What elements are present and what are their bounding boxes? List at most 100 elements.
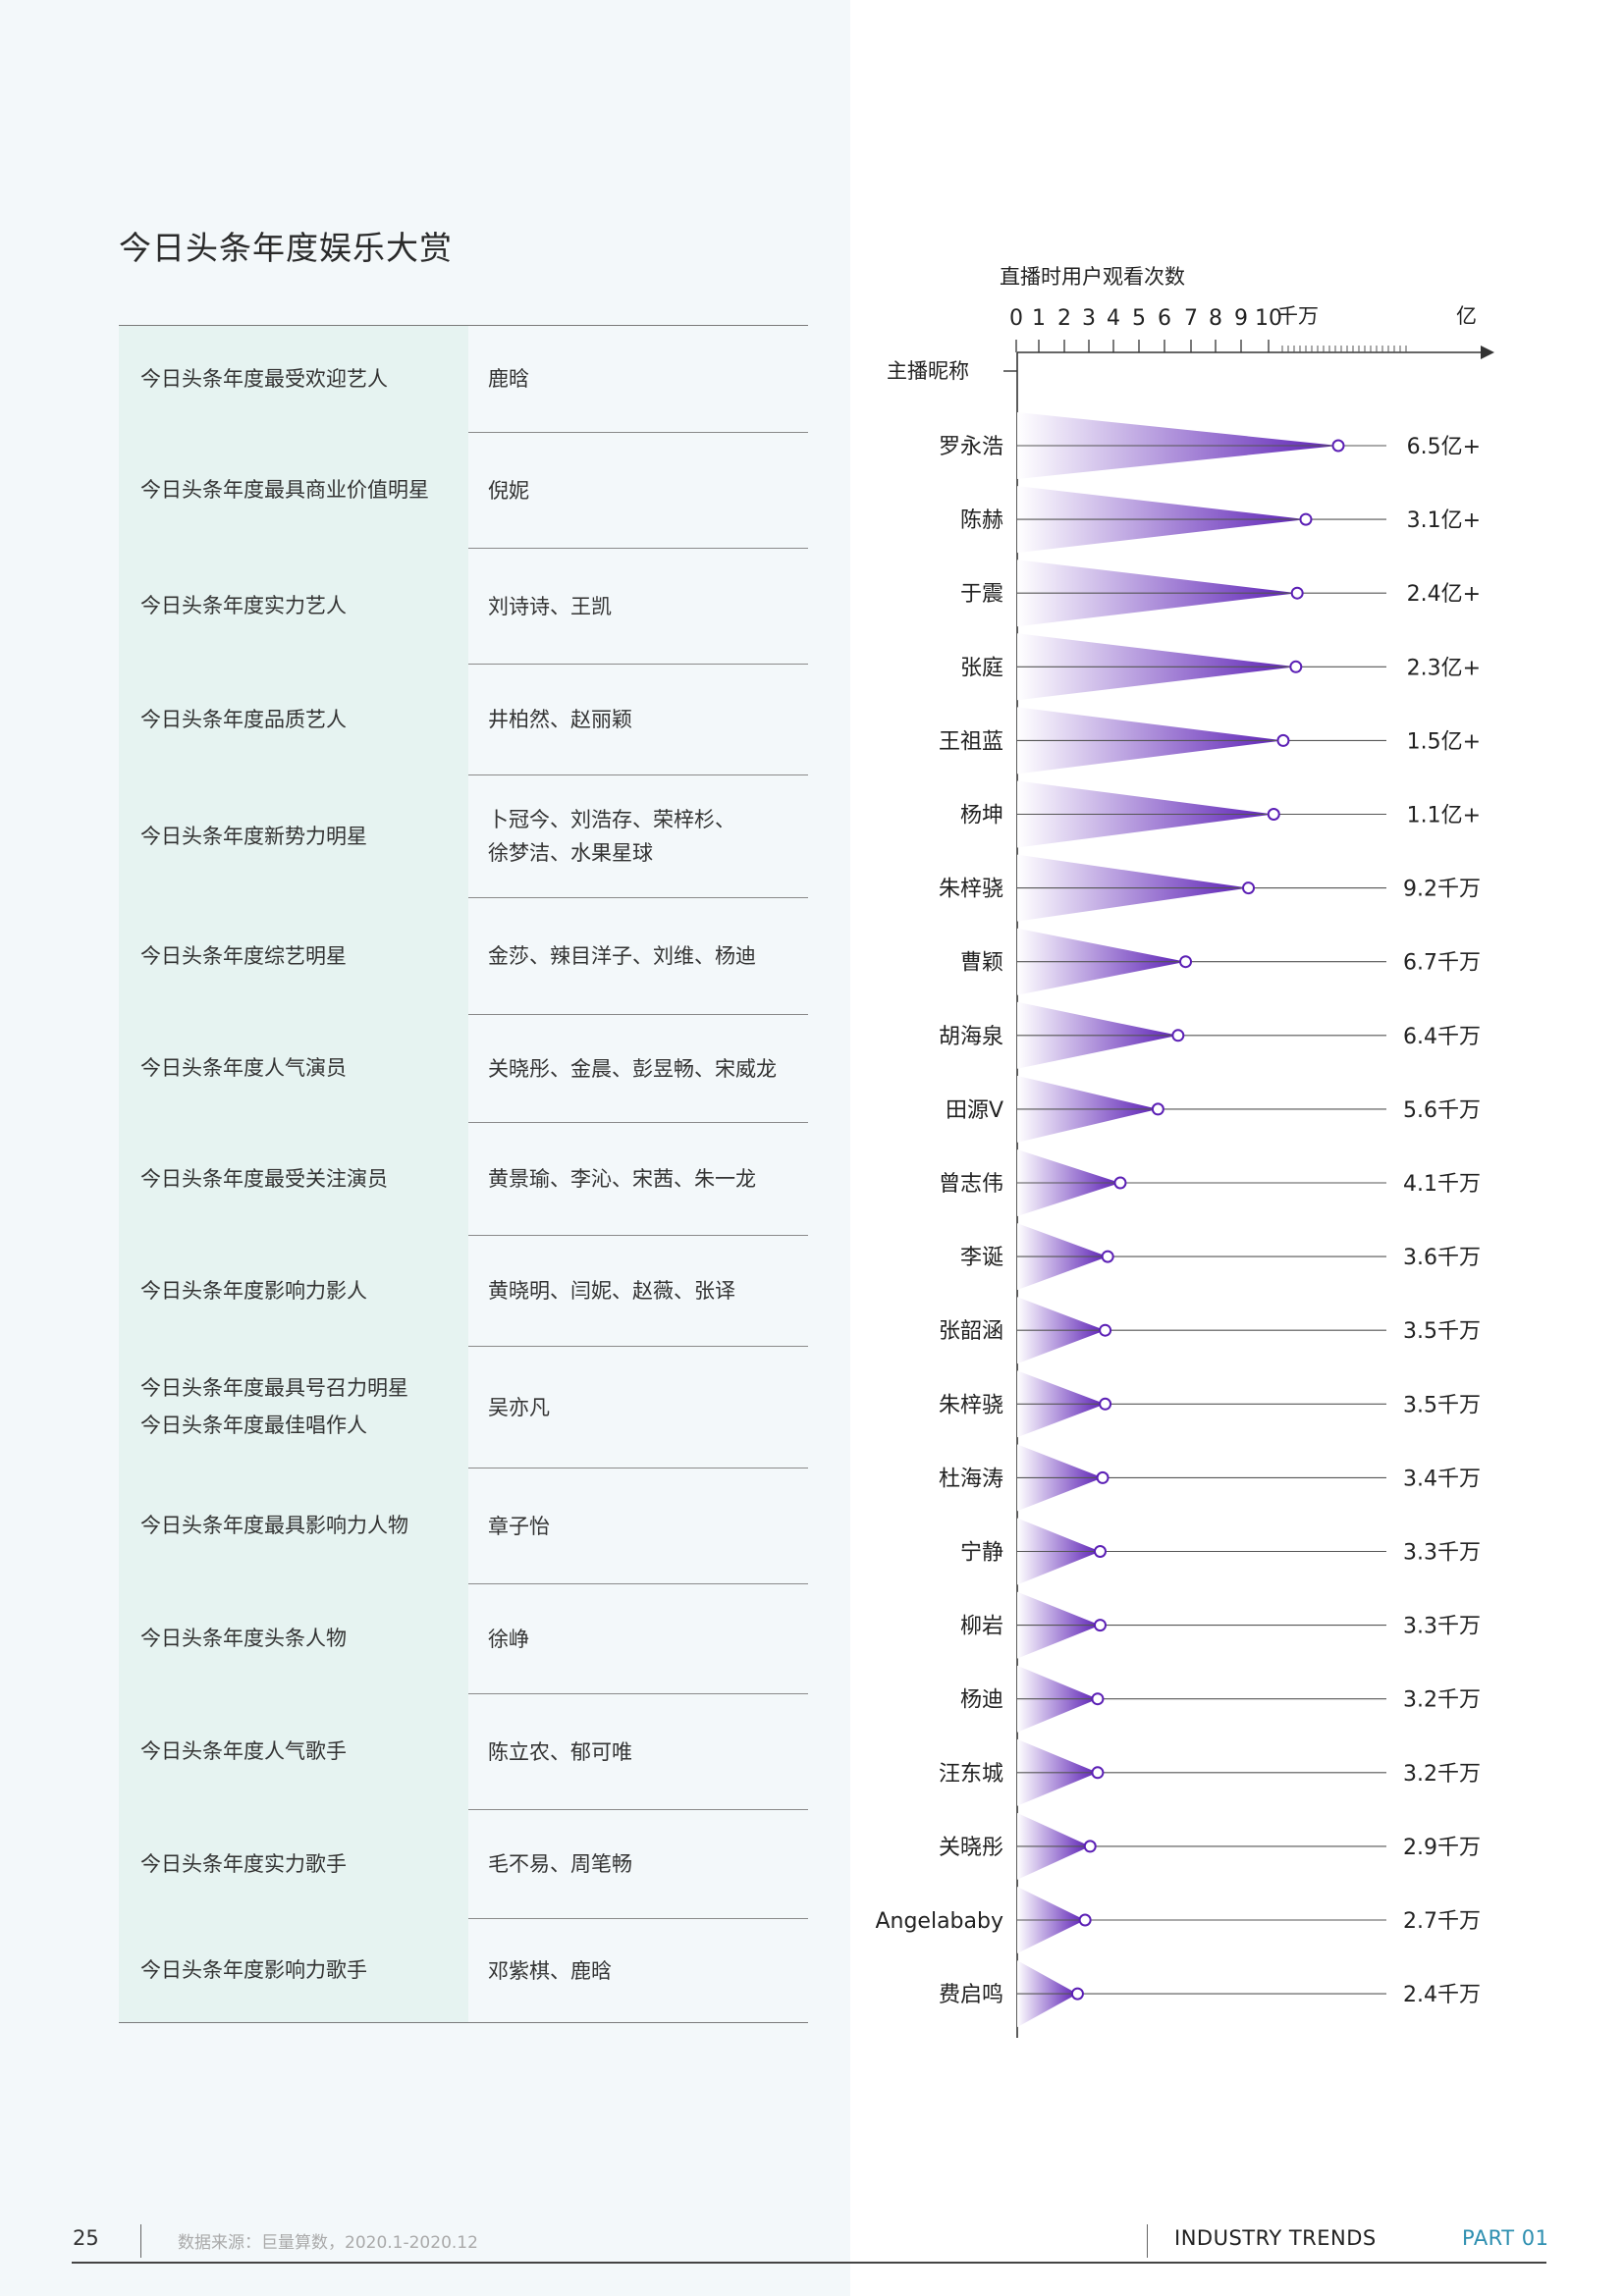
award-winners: 鹿晗: [488, 367, 529, 391]
x-tick-label: 4: [1107, 306, 1120, 331]
award-category: 今日头条年度头条人物: [140, 1627, 347, 1650]
award-category-cell: 今日头条年度最受欢迎艺人: [119, 326, 468, 432]
data-value-label: 4.1千万: [1403, 1172, 1481, 1197]
award-row: 今日头条年度新势力明星 卜冠今、刘浩存、荣梓杉、 徐梦洁、水果星球: [119, 774, 808, 897]
data-point: [1099, 1323, 1112, 1337]
data-point: [1091, 1766, 1105, 1780]
data-point: [1242, 881, 1256, 895]
data-point: [1289, 660, 1303, 673]
award-winners: 吴亦凡: [488, 1395, 550, 1419]
award-row: 今日头条年度人气歌手 陈立农、郁可唯: [119, 1693, 808, 1809]
award-winners-cell: 毛不易、周笔畅: [468, 1809, 808, 1918]
category-label: 费启鸣: [939, 1983, 1003, 2007]
data-value-label: 3.1亿+: [1407, 508, 1481, 533]
award-winners: 毛不易、周笔畅: [488, 1852, 632, 1876]
award-category: 今日头条年度最受关注演员: [140, 1166, 388, 1191]
data-value-label: 3.2千万: [1403, 1762, 1481, 1787]
footer-divider: [1147, 2224, 1148, 2258]
data-value-label: 1.1亿+: [1407, 804, 1481, 828]
data-value-label: 2.4亿+: [1407, 582, 1481, 607]
data-point: [1099, 1397, 1112, 1411]
x-tick-label: 2: [1057, 306, 1071, 331]
award-row: 今日头条年度最具商业价值明星 倪妮: [119, 432, 808, 548]
award-row: 今日头条年度综艺明星 金莎、辣目洋子、刘维、杨迪: [119, 897, 808, 1014]
part-label: PART 01: [1462, 2226, 1549, 2250]
award-winners-cell: 倪妮: [468, 432, 808, 548]
data-point: [1101, 1250, 1114, 1263]
award-category-cell: 今日头条年度人气演员: [119, 1014, 468, 1122]
award-row: 今日头条年度影响力歌手 邓紫棋、鹿晗: [119, 1918, 808, 2022]
page-number: 25: [73, 2226, 99, 2250]
award-category-cell: 今日头条年度最受关注演员: [119, 1122, 468, 1235]
chart-title: 直播时用户观看次数: [1000, 265, 1185, 289]
award-category: 今日头条年度实力歌手: [140, 1851, 347, 1876]
award-category: 今日头条年度综艺明星: [140, 943, 347, 968]
data-value-label: 2.4千万: [1403, 1983, 1481, 2007]
category-label: 李诞: [960, 1246, 1003, 1270]
award-row: 今日头条年度最受关注演员 黄景瑜、李沁、宋茜、朱一龙: [119, 1122, 808, 1235]
award-winners-cell: 卜冠今、刘浩存、荣梓杉、 徐梦洁、水果星球: [468, 774, 808, 897]
award-category-cell: 今日头条年度影响力歌手: [119, 1918, 468, 2022]
award-category-cell: 今日头条年度人气歌手: [119, 1693, 468, 1809]
data-value-label: 5.6千万: [1403, 1098, 1481, 1123]
award-category-cell: 今日头条年度实力艺人: [119, 548, 468, 664]
y-axis-label: 主播昵称: [887, 359, 969, 383]
data-point: [1113, 1176, 1127, 1190]
award-category: 今日头条年度最具号召力明星: [140, 1376, 408, 1400]
award-winners: 井柏然、赵丽颖: [488, 708, 632, 731]
award-row: 今日头条年度人气演员 关晓彤、金晨、彭昱畅、宋威龙: [119, 1014, 808, 1122]
data-point: [1299, 512, 1313, 526]
award-winners-cell: 黄晓明、闫妮、赵薇、张译: [468, 1235, 808, 1346]
x-axis-unit-qianwan: 千万: [1277, 304, 1319, 328]
award-category: 今日头条年度最具商业价值明星: [140, 478, 429, 502]
award-winners-cell: 徐峥: [468, 1583, 808, 1693]
award-category: 今日头条年度人气演员: [140, 1056, 347, 1080]
award-category-cell: 今日头条年度新势力明星: [119, 774, 468, 897]
award-winners: 刘诗诗、王凯: [488, 594, 612, 618]
award-category: 今日头条年度实力艺人: [140, 594, 347, 617]
page-title: 今日头条年度娱乐大赏: [119, 229, 453, 267]
award-category-cell: 今日头条年度最具商业价值明星: [119, 432, 468, 548]
award-winners-cell: 黄景瑜、李沁、宋茜、朱一龙: [468, 1122, 808, 1235]
category-label: 杨坤: [960, 804, 1003, 828]
award-winners: 徐峥: [488, 1627, 529, 1651]
data-point: [1096, 1470, 1110, 1484]
category-label: 陈赫: [960, 508, 1003, 533]
award-winners: 徐梦洁、水果星球: [488, 841, 653, 865]
award-category-cell: 今日头条年度头条人物: [119, 1583, 468, 1693]
award-winners: 金莎、辣目洋子、刘维、杨迪: [488, 944, 756, 968]
data-value-label: 2.3亿+: [1407, 656, 1481, 680]
x-tick-label: 1: [1032, 306, 1046, 331]
award-winners-cell: 邓紫棋、鹿晗: [468, 1918, 808, 2022]
x-tick-label: 3: [1082, 306, 1096, 331]
data-value-label: 2.7千万: [1403, 1909, 1481, 1934]
award-category: 今日头条年度最佳唱作人: [140, 1414, 367, 1437]
data-value-label: 6.4千万: [1403, 1025, 1481, 1049]
award-winners-cell: 金莎、辣目洋子、刘维、杨迪: [468, 897, 808, 1014]
x-axis-unit-yi: 亿: [1456, 304, 1477, 328]
category-label: 柳岩: [960, 1615, 1003, 1639]
award-row: 今日头条年度实力艺人 刘诗诗、王凯: [119, 548, 808, 664]
award-winners-cell: 刘诗诗、王凯: [468, 548, 808, 664]
category-label: 杨迪: [960, 1688, 1003, 1713]
data-point: [1276, 733, 1290, 747]
award-winners-cell: 章子怡: [468, 1468, 808, 1583]
x-tick-label: 0: [1009, 306, 1023, 331]
award-category: 今日头条年度影响力影人: [140, 1278, 367, 1303]
award-winners: 邓紫棋、鹿晗: [488, 1958, 612, 1983]
category-label: 王祖蓝: [939, 729, 1003, 754]
x-tick-label: 5: [1132, 306, 1146, 331]
category-label: 朱梓骁: [939, 878, 1003, 902]
data-point: [1091, 1692, 1105, 1706]
award-winners: 黄景瑜、李沁、宋茜、朱一龙: [488, 1167, 756, 1191]
award-winners-cell: 关晓彤、金晨、彭昱畅、宋威龙: [468, 1014, 808, 1122]
award-winners: 倪妮: [488, 478, 529, 503]
award-winners-cell: 鹿晗: [468, 326, 808, 432]
award-table: 今日头条年度最受欢迎艺人 鹿晗今日头条年度最具商业价值明星 倪妮今日头条年度实力艺人…: [119, 325, 808, 2023]
award-winners-cell: 井柏然、赵丽颖: [468, 664, 808, 774]
award-row: 今日头条年度头条人物 徐峥: [119, 1583, 808, 1693]
data-point: [1171, 1029, 1185, 1042]
award-category: 今日头条年度最受欢迎艺人: [140, 367, 388, 391]
data-point: [1083, 1840, 1097, 1853]
